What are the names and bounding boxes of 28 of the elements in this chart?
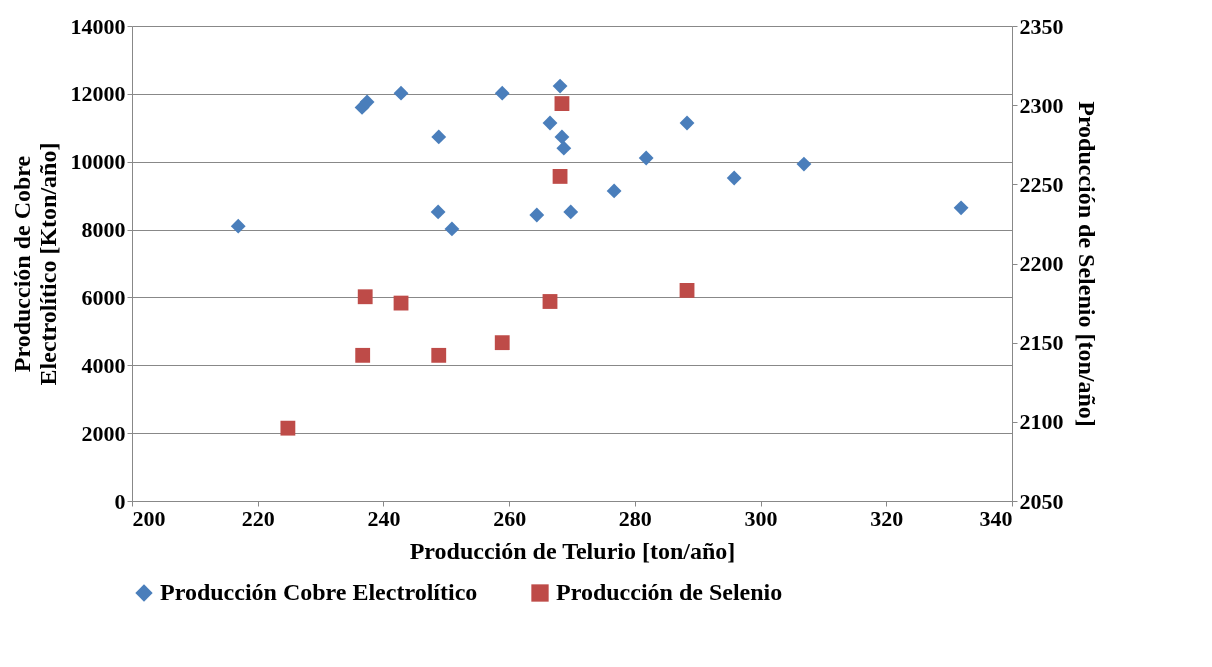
x-tick-label: 340	[979, 505, 1013, 531]
y2-tick-label: 2100	[1019, 409, 1064, 435]
x-tick-label: 320	[870, 505, 904, 531]
y2-tick-label: 2200	[1019, 251, 1064, 276]
x-tick-label: 280	[618, 505, 652, 531]
y2-tick-label: 2300	[1019, 92, 1064, 118]
y-tick-label: 2000	[81, 420, 126, 446]
x-tick-label: 300	[744, 505, 778, 531]
y2-axis-title: Producción de Selenio [ton/año]	[1073, 101, 1100, 427]
y2-tick-label: 2350	[1019, 13, 1064, 39]
y-tick-label: 14000	[70, 13, 126, 39]
legend-label: Producción de Selenio	[556, 579, 783, 605]
x-tick-label: 260	[493, 505, 527, 531]
y-tick-label: 12000	[70, 81, 126, 107]
y-tick-label: 8000	[81, 217, 126, 243]
x-tick-label: 200	[132, 505, 166, 531]
y-tick-label: 10000	[70, 149, 126, 175]
legend-label: Producción Cobre Electrolítico	[160, 579, 478, 605]
y2-tick-label: 2050	[1019, 488, 1064, 514]
y-tick-label: 6000	[81, 284, 126, 310]
y2-tick-label: 2250	[1019, 171, 1064, 197]
x-tick-label: 220	[241, 505, 275, 531]
y2-tick-label: 2150	[1019, 330, 1064, 356]
y-tick-label: 0	[114, 488, 126, 514]
x-tick-label: 240	[367, 505, 401, 531]
x-axis-title: Producción de Telurio [ton/año]	[409, 537, 736, 564]
y-tick-label: 4000	[81, 352, 126, 378]
y-axis-title: Producción de Cobre Electrolítico [Kton/año]	[8, 142, 61, 386]
